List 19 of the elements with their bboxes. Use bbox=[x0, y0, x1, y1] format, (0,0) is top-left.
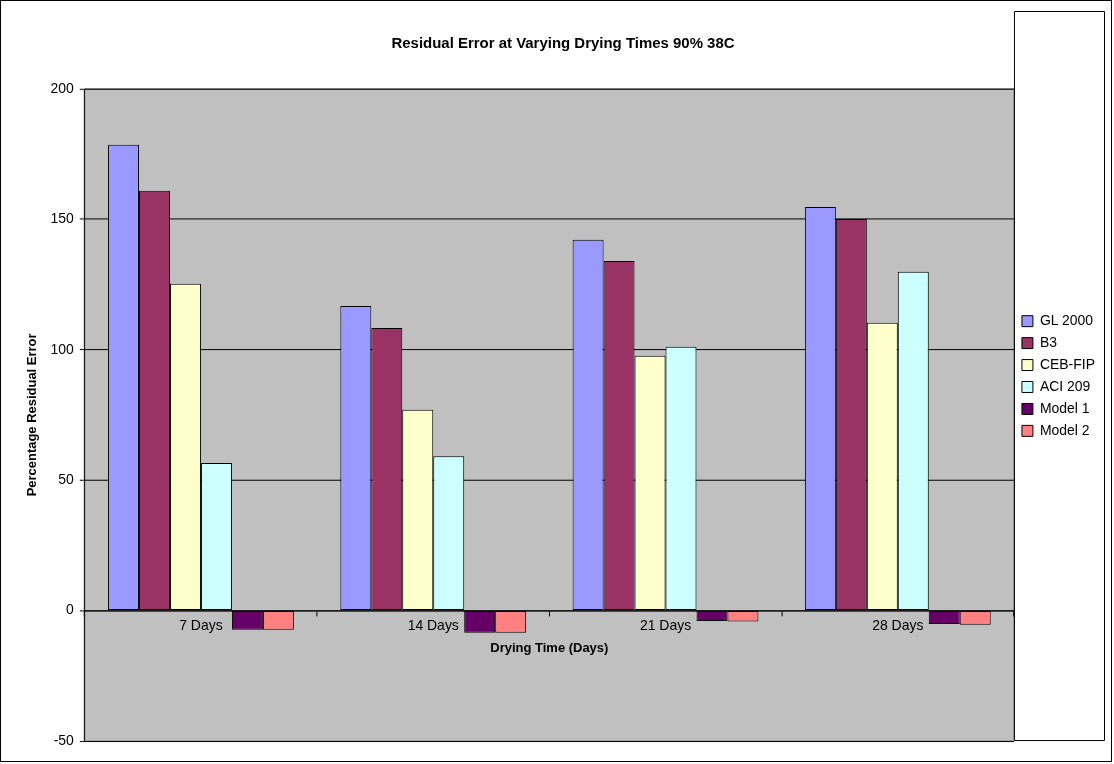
x-tick-label: 28 Days bbox=[872, 616, 924, 633]
legend-label: GL 2000 bbox=[1039, 312, 1094, 329]
legend-label: Model 2 bbox=[1039, 421, 1090, 438]
y-tick-label: 50 bbox=[58, 470, 75, 487]
y-tick-label: 0 bbox=[66, 601, 75, 618]
x-tick-label: 21 Days bbox=[639, 616, 692, 633]
legend-label: Model 1 bbox=[1039, 399, 1090, 416]
x-tick-label: 14 Days bbox=[407, 616, 459, 633]
legend-label: ACI 209 bbox=[1039, 377, 1091, 394]
y-axis-title: Percentage Residual Error bbox=[24, 333, 40, 497]
y-tick-label: 200 bbox=[50, 79, 75, 96]
y-tick-label: 100 bbox=[50, 340, 75, 357]
chart-title: Residual Error at Varying Drying Times 90% 38C bbox=[391, 34, 735, 52]
legend-label: B3 bbox=[1039, 333, 1058, 350]
legend-label: CEB-FIP bbox=[1039, 355, 1095, 372]
y-tick-label: -50 bbox=[53, 731, 75, 748]
x-axis-title: Drying Time (Days) bbox=[490, 639, 609, 655]
y-tick-label: 150 bbox=[50, 210, 75, 227]
x-tick-label: 7 Days bbox=[179, 616, 223, 633]
